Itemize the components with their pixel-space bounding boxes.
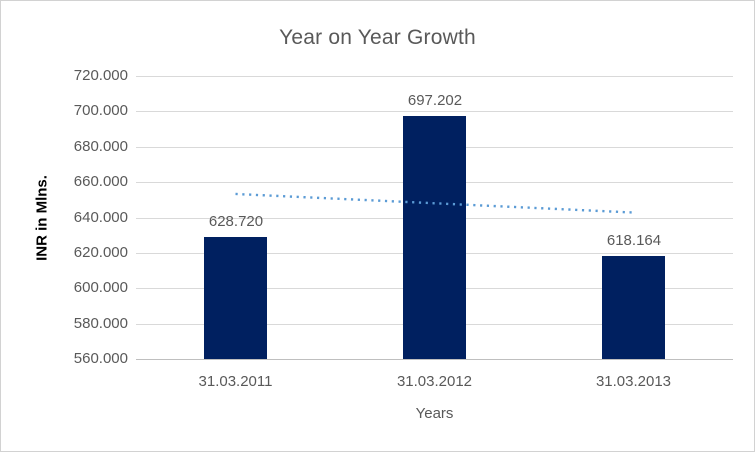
gridline bbox=[136, 76, 733, 77]
y-tick-label: 660.000 bbox=[73, 173, 128, 190]
bar-31.03.2012 bbox=[403, 116, 466, 359]
data-label: 628.720 bbox=[208, 213, 264, 230]
data-label: 697.202 bbox=[407, 92, 463, 109]
y-tick-label: 640.000 bbox=[73, 209, 128, 226]
x-axis-title: Years bbox=[415, 405, 454, 422]
bar-31.03.2011 bbox=[204, 237, 267, 359]
y-tick-label: 720.000 bbox=[73, 67, 128, 84]
y-tick-label: 680.000 bbox=[73, 138, 128, 155]
data-label: 618.164 bbox=[606, 232, 662, 249]
y-tick-label: 580.000 bbox=[73, 315, 128, 332]
x-tick-label: 31.03.2011 bbox=[198, 373, 273, 390]
x-tick-label: 31.03.2013 bbox=[595, 373, 672, 390]
x-axis-line bbox=[136, 359, 733, 360]
gridline bbox=[136, 111, 733, 112]
bar-31.03.2013 bbox=[602, 256, 665, 359]
y-tick-label: 600.000 bbox=[73, 279, 128, 296]
y-tick-label: 620.000 bbox=[73, 244, 128, 261]
x-tick-label: 31.03.2012 bbox=[396, 373, 473, 390]
y-tick-label: 700.000 bbox=[73, 102, 128, 119]
y-tick-label: 560.000 bbox=[73, 350, 128, 367]
chart-title: Year on Year Growth bbox=[279, 26, 476, 49]
